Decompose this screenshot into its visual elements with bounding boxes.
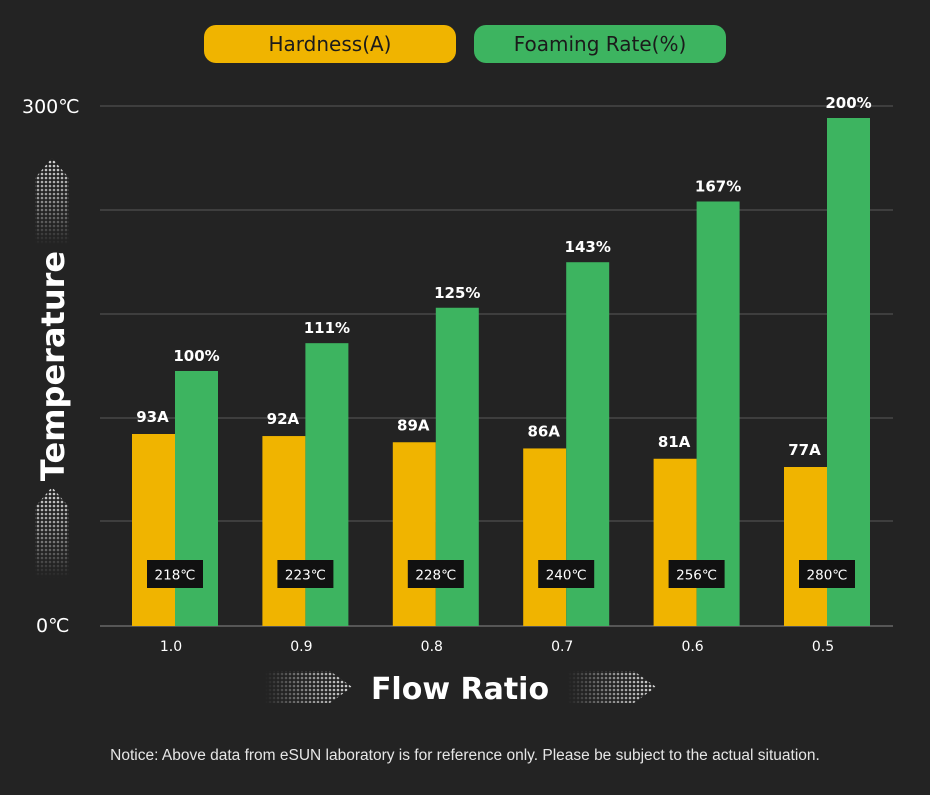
bar-foaming-rate <box>696 201 740 627</box>
temperature-label: 218℃ <box>155 568 196 584</box>
temperature-box <box>277 560 334 588</box>
bar-hardness <box>784 467 827 626</box>
temperature-label: 280℃ <box>807 568 848 584</box>
legend-hardness: Hardness(A) <box>204 25 456 63</box>
bar-hardness <box>523 448 567 626</box>
data-label-hardness: 86A <box>527 422 560 440</box>
data-label-hardness: 93A <box>136 408 169 426</box>
bar-hardness <box>262 436 306 626</box>
x-tick-label: 1.0 <box>160 639 182 655</box>
data-label-foaming-rate: 167% <box>695 177 741 195</box>
data-label-hardness: 81A <box>658 433 691 451</box>
data-label-foaming-rate: 111% <box>304 319 350 337</box>
data-label-hardness: 77A <box>788 441 821 459</box>
temperature-label: 256℃ <box>676 568 717 584</box>
temperature-box <box>407 560 464 588</box>
temperature-label: 223℃ <box>285 568 326 584</box>
y-tick-label-top: 300℃ <box>22 96 80 118</box>
bar-hardness <box>392 442 436 626</box>
temperature-label: 228℃ <box>415 568 456 584</box>
data-label-foaming-rate: 125% <box>434 284 480 302</box>
bar-hardness <box>653 458 697 626</box>
x-tick-label: 0.5 <box>812 639 834 655</box>
y-arrow-bottom-icon <box>35 487 69 578</box>
x-tick-label: 0.7 <box>551 639 573 655</box>
y-arrow-top-icon <box>35 158 69 245</box>
notice-text: Notice: Above data from eSUN laboratory … <box>110 747 820 764</box>
bars: 93A 100% 218℃ 1.0 92A 111% 223℃ 0.9 89A 125% 228℃ 0… <box>132 94 872 655</box>
data-label-foaming-rate: 200% <box>825 94 871 112</box>
x-tick-label: 0.6 <box>681 639 703 655</box>
data-label-foaming-rate: 100% <box>173 347 219 365</box>
data-label-foaming-rate: 143% <box>565 238 611 256</box>
y-tick-label-bottom: 0℃ <box>36 615 69 637</box>
legend-foaming-rate: Foaming Rate(%) <box>474 25 726 63</box>
x-tick-label: 0.9 <box>290 639 312 655</box>
data-label-hardness: 89A <box>397 416 430 434</box>
temperature-box <box>538 560 595 588</box>
data-label-hardness: 92A <box>267 410 300 428</box>
temperature-box <box>147 560 203 588</box>
x-tick-label: 0.8 <box>421 639 443 655</box>
x-arrow-left-icon <box>265 671 352 703</box>
temperature-box <box>668 560 725 588</box>
temperature-box <box>799 560 855 588</box>
grid-lines <box>100 105 893 627</box>
y-axis-label: Temperature <box>34 251 72 481</box>
x-arrow-right-icon <box>568 671 656 703</box>
bar-hardness <box>132 434 175 626</box>
bar-foaming-rate <box>827 118 870 626</box>
x-axis-label: Flow Ratio <box>371 672 549 707</box>
temperature-label: 240℃ <box>546 568 587 584</box>
